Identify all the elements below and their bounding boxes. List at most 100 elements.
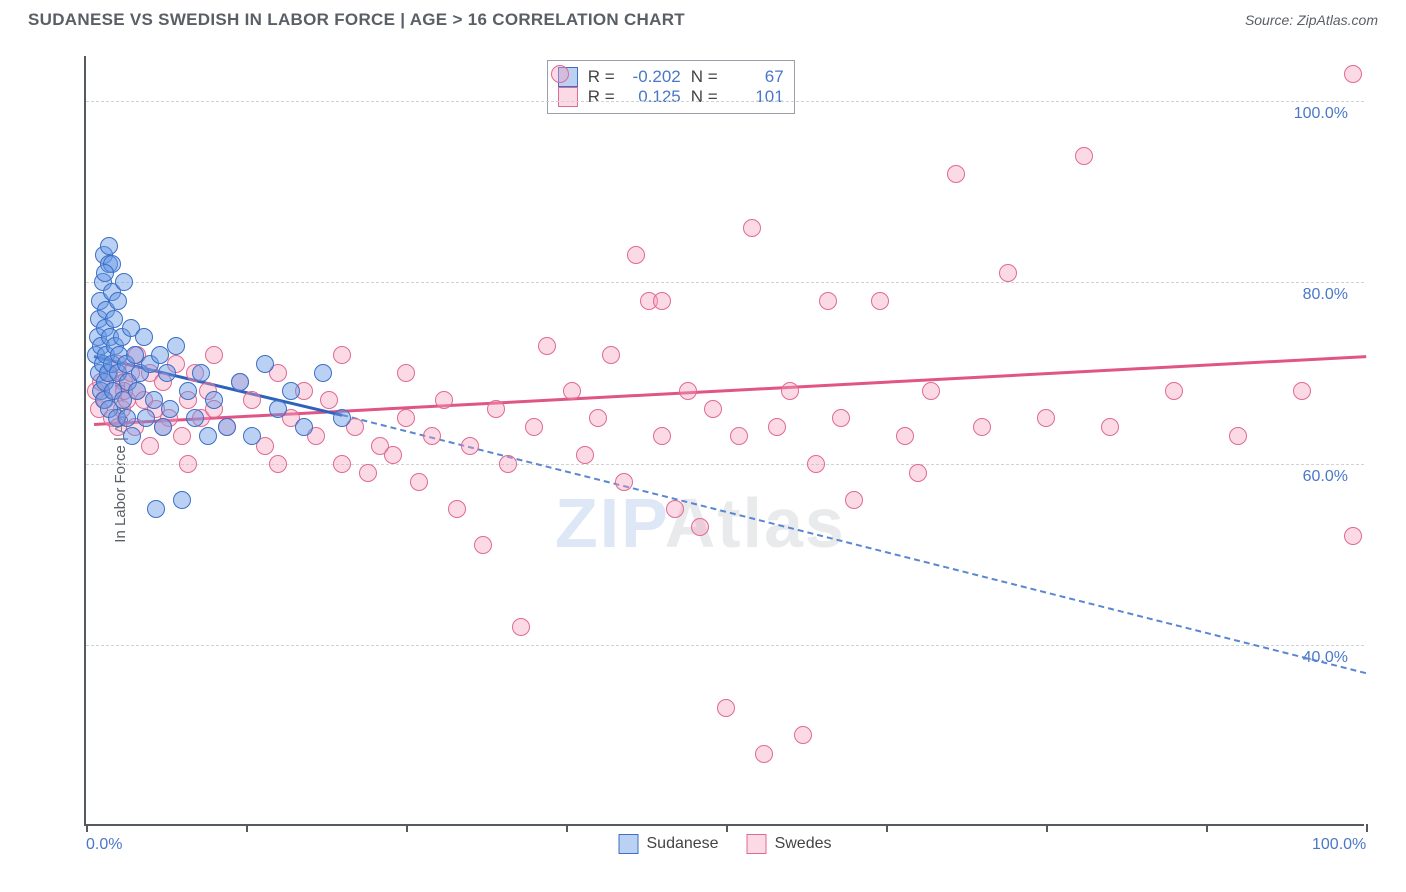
data-point-sudanese bbox=[158, 364, 176, 382]
data-point-swedes bbox=[781, 382, 799, 400]
stats-r-label: R = bbox=[588, 87, 615, 107]
data-point-swedes bbox=[333, 455, 351, 473]
data-point-swedes bbox=[730, 427, 748, 445]
data-point-swedes bbox=[845, 491, 863, 509]
gridline-h bbox=[86, 101, 1364, 102]
data-point-sudanese bbox=[154, 418, 172, 436]
chart-title: SUDANESE VS SWEDISH IN LABOR FORCE | AGE… bbox=[28, 10, 685, 30]
legend: Sudanese Swedes bbox=[619, 834, 832, 854]
data-point-sudanese bbox=[135, 328, 153, 346]
data-point-swedes bbox=[947, 165, 965, 183]
gridline-h bbox=[86, 645, 1364, 646]
data-point-swedes bbox=[1293, 382, 1311, 400]
data-point-swedes bbox=[666, 500, 684, 518]
stats-n-label: N = bbox=[691, 67, 718, 87]
stats-r-sudanese: -0.202 bbox=[625, 67, 681, 87]
data-point-sudanese bbox=[256, 355, 274, 373]
data-point-sudanese bbox=[199, 427, 217, 445]
stats-r-swedes: 0.125 bbox=[625, 87, 681, 107]
data-point-sudanese bbox=[123, 427, 141, 445]
stats-row-swedes: R = 0.125 N = 101 bbox=[558, 87, 784, 107]
data-point-swedes bbox=[999, 264, 1017, 282]
data-point-swedes bbox=[653, 292, 671, 310]
y-tick-label: 80.0% bbox=[1299, 286, 1352, 304]
stats-row-sudanese: R = -0.202 N = 67 bbox=[558, 67, 784, 87]
data-point-swedes bbox=[397, 409, 415, 427]
data-point-swedes bbox=[653, 427, 671, 445]
data-point-sudanese bbox=[109, 292, 127, 310]
x-tick bbox=[1046, 824, 1048, 832]
data-point-swedes bbox=[627, 246, 645, 264]
data-point-sudanese bbox=[100, 237, 118, 255]
y-tick-label: 100.0% bbox=[1290, 105, 1352, 123]
data-point-swedes bbox=[474, 536, 492, 554]
stats-r-label: R = bbox=[588, 67, 615, 87]
gridline-h bbox=[86, 282, 1364, 283]
data-point-sudanese bbox=[192, 364, 210, 382]
data-point-sudanese bbox=[186, 409, 204, 427]
x-tick bbox=[86, 824, 88, 832]
data-point-sudanese bbox=[96, 264, 114, 282]
data-point-swedes bbox=[896, 427, 914, 445]
legend-label-sudanese: Sudanese bbox=[647, 835, 719, 853]
plot-area: ZIPAtlas R = -0.202 N = 67 R = 0.125 N =… bbox=[84, 56, 1364, 826]
data-point-swedes bbox=[410, 473, 428, 491]
data-point-swedes bbox=[1229, 427, 1247, 445]
data-point-swedes bbox=[1101, 418, 1119, 436]
data-point-sudanese bbox=[147, 500, 165, 518]
data-point-swedes bbox=[384, 446, 402, 464]
legend-item-swedes: Swedes bbox=[747, 834, 832, 854]
data-point-sudanese bbox=[137, 409, 155, 427]
legend-item-sudanese: Sudanese bbox=[619, 834, 719, 854]
data-point-swedes bbox=[179, 455, 197, 473]
x-tick-label: 100.0% bbox=[1312, 836, 1366, 854]
x-tick bbox=[1366, 824, 1368, 832]
data-point-sudanese bbox=[118, 409, 136, 427]
data-point-swedes bbox=[794, 726, 812, 744]
data-point-swedes bbox=[973, 418, 991, 436]
data-point-swedes bbox=[1344, 65, 1362, 83]
data-point-swedes bbox=[423, 427, 441, 445]
x-tick bbox=[566, 824, 568, 832]
stats-n-swedes: 101 bbox=[728, 87, 784, 107]
data-point-swedes bbox=[576, 446, 594, 464]
data-point-sudanese bbox=[243, 427, 261, 445]
data-point-swedes bbox=[525, 418, 543, 436]
data-point-swedes bbox=[333, 346, 351, 364]
data-point-swedes bbox=[691, 518, 709, 536]
data-point-swedes bbox=[243, 391, 261, 409]
data-point-sudanese bbox=[105, 310, 123, 328]
data-point-swedes bbox=[922, 382, 940, 400]
data-point-sudanese bbox=[218, 418, 236, 436]
data-point-sudanese bbox=[115, 273, 133, 291]
data-point-sudanese bbox=[269, 400, 287, 418]
x-tick-label: 0.0% bbox=[86, 836, 122, 854]
watermark-zip: ZIP bbox=[555, 484, 665, 562]
data-point-swedes bbox=[538, 337, 556, 355]
x-tick bbox=[246, 824, 248, 832]
data-point-swedes bbox=[1037, 409, 1055, 427]
x-tick bbox=[726, 824, 728, 832]
data-point-swedes bbox=[1165, 382, 1183, 400]
x-tick bbox=[1206, 824, 1208, 832]
data-point-swedes bbox=[768, 418, 786, 436]
data-point-swedes bbox=[1075, 147, 1093, 165]
data-point-swedes bbox=[563, 382, 581, 400]
data-point-swedes bbox=[909, 464, 927, 482]
data-point-swedes bbox=[1344, 527, 1362, 545]
stats-n-sudanese: 67 bbox=[728, 67, 784, 87]
data-point-swedes bbox=[269, 455, 287, 473]
data-point-swedes bbox=[320, 391, 338, 409]
chart-container: In Labor Force | Age > 16 ZIPAtlas R = -… bbox=[28, 50, 1378, 865]
data-point-sudanese bbox=[333, 409, 351, 427]
data-point-sudanese bbox=[231, 373, 249, 391]
data-point-swedes bbox=[589, 409, 607, 427]
swatch-swedes bbox=[558, 87, 578, 107]
correlation-stats-box: R = -0.202 N = 67 R = 0.125 N = 101 bbox=[547, 60, 795, 114]
data-point-sudanese bbox=[173, 491, 191, 509]
data-point-swedes bbox=[602, 346, 620, 364]
data-point-swedes bbox=[717, 699, 735, 717]
data-point-swedes bbox=[743, 219, 761, 237]
data-point-swedes bbox=[871, 292, 889, 310]
data-point-swedes bbox=[819, 292, 837, 310]
